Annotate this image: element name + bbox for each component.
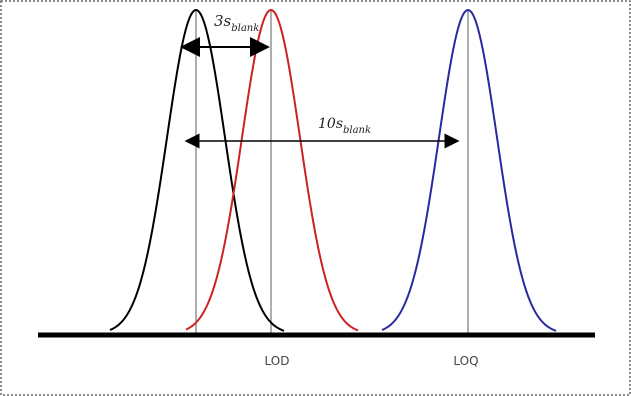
loq-label: LOQ xyxy=(453,354,478,368)
ten-s-label: 10sblank xyxy=(318,116,371,136)
lod-curve xyxy=(185,8,359,332)
three-s-label: 3sblank xyxy=(214,12,259,34)
loq-curve xyxy=(381,8,557,332)
blank-curve xyxy=(109,8,285,332)
lod-label: LOD xyxy=(265,354,290,368)
